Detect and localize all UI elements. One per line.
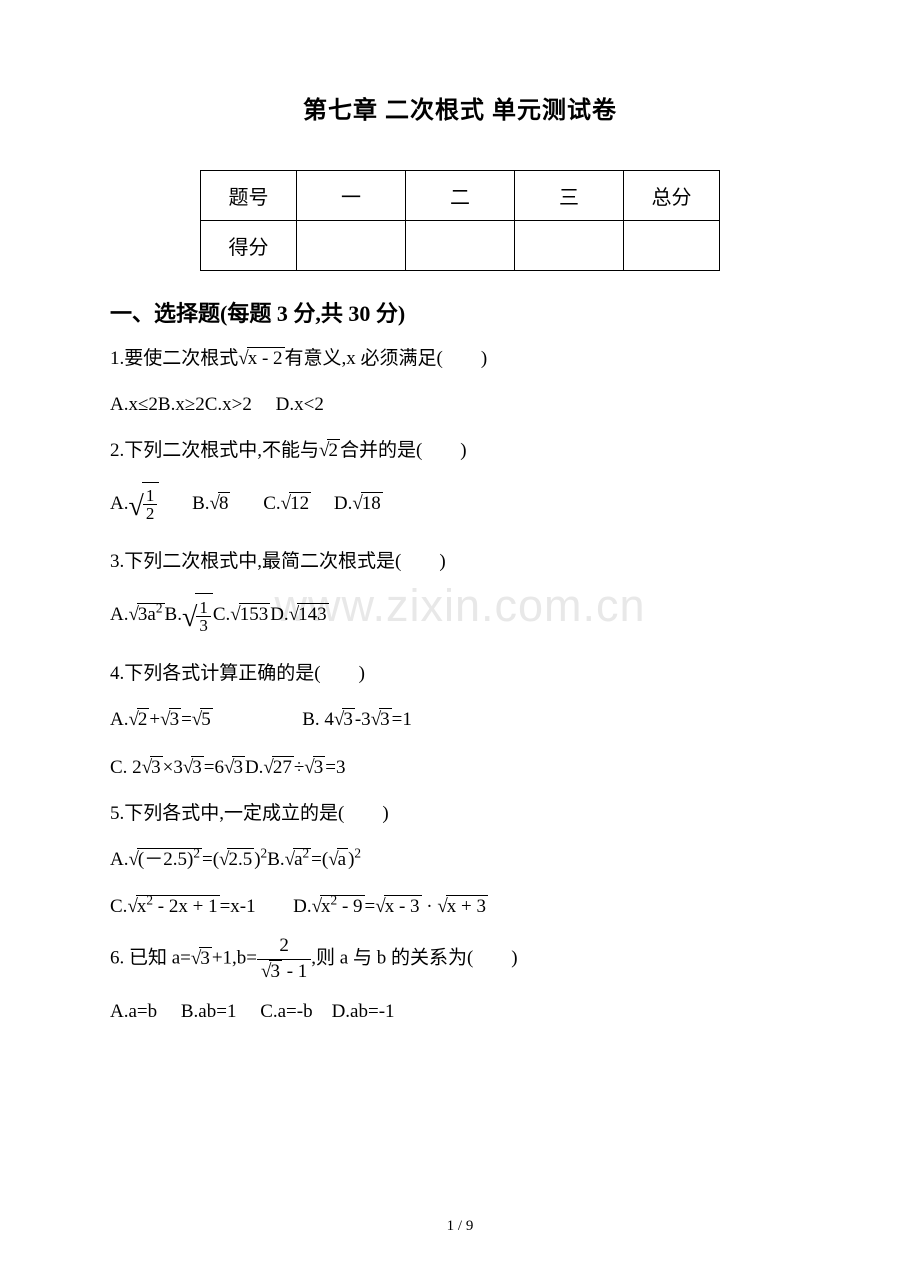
question-1-options: A.x≤2B.x≥2C.x>2 D.x<2 bbox=[110, 384, 810, 426]
question-3-options: A.√3a2B.√13C.√153D.√143 bbox=[110, 587, 810, 649]
table-row: 题号 一 二 三 总分 bbox=[201, 171, 720, 221]
opt-d: D. bbox=[270, 604, 288, 625]
opt-c: C. bbox=[213, 604, 230, 625]
question-5-options-cd: C.√x2 - 2x + 1=x-1 D.√x2 - 9=√x - 3 · √x… bbox=[110, 886, 810, 928]
text: 有意义,x 必须满足( ) bbox=[285, 348, 488, 369]
page-number: 1 / 9 bbox=[0, 1218, 920, 1235]
question-6-options: A.a=b B.ab=1 C.a=-b D.ab=-1 bbox=[110, 991, 810, 1033]
cell bbox=[624, 221, 720, 271]
question-2-options: A.√12 B.√8 C.√12 D.√18 bbox=[110, 476, 810, 538]
page-title: 第七章 二次根式 单元测试卷 bbox=[110, 90, 810, 125]
opt-c: C. bbox=[110, 896, 127, 917]
question-5: 5.下列各式中,一定成立的是( ) bbox=[110, 795, 810, 833]
question-3: 3.下列二次根式中,最简二次根式是( ) bbox=[110, 543, 810, 581]
sqrt: √13 bbox=[182, 604, 213, 625]
opt-a: A. bbox=[110, 604, 128, 625]
question-2: 2.下列二次根式中,不能与√2合并的是( ) bbox=[110, 432, 810, 470]
opt-c: C. 2 bbox=[110, 757, 142, 778]
cell: 一 bbox=[297, 171, 406, 221]
opt-a: A. bbox=[110, 849, 128, 870]
opt-d: D. bbox=[293, 896, 311, 917]
sqrt: √12 bbox=[128, 493, 159, 514]
question-5-options-ab: A.√(－2.5)2=(√2.5)2B.√a2=(√a)2 bbox=[110, 839, 810, 881]
text: 6. 已知 a= bbox=[110, 948, 191, 969]
sqrt: √x - 2 bbox=[238, 348, 284, 369]
opt-d: D. bbox=[334, 493, 352, 514]
question-6: 6. 已知 a=√3+1,b=2√3 - 1,则 a 与 b 的关系为( ) bbox=[110, 934, 810, 985]
cell bbox=[297, 221, 406, 271]
cell: 总分 bbox=[624, 171, 720, 221]
opt-b: B. bbox=[267, 849, 284, 870]
question-4-options-cd: C. 2√3×3√3=6√3D.√27÷√3=3 bbox=[110, 747, 810, 789]
opt-a: A. bbox=[110, 709, 128, 730]
text: 2.下列二次根式中,不能与 bbox=[110, 440, 319, 461]
cell bbox=[515, 221, 624, 271]
text: ,则 a 与 b 的关系为( ) bbox=[311, 948, 517, 969]
score-table: 题号 一 二 三 总分 得分 bbox=[200, 170, 720, 271]
cell-label: 得分 bbox=[201, 221, 297, 271]
section-header: 一、选择题(每题 3 分,共 30 分) bbox=[110, 296, 810, 328]
cell: 三 bbox=[515, 171, 624, 221]
text: 1.要使二次根式 bbox=[110, 348, 238, 369]
question-4-options-ab: A.√2+√3=√5 B. 4√3-3√3=1 bbox=[110, 699, 810, 741]
sqrt: √2 bbox=[319, 440, 340, 461]
opt-b: B. bbox=[165, 604, 182, 625]
question-1: 1.要使二次根式√x - 2有意义,x 必须满足( ) bbox=[110, 340, 810, 378]
opt-b: B. bbox=[192, 493, 209, 514]
table-row: 得分 bbox=[201, 221, 720, 271]
opt-d: D. bbox=[245, 757, 263, 778]
opt-b: B. 4 bbox=[302, 709, 334, 730]
cell-label: 题号 bbox=[201, 171, 297, 221]
opt-c: C. bbox=[263, 493, 280, 514]
cell bbox=[406, 221, 515, 271]
fraction: 2√3 - 1 bbox=[257, 934, 311, 985]
text: 合并的是( ) bbox=[340, 440, 467, 461]
question-4: 4.下列各式计算正确的是( ) bbox=[110, 655, 810, 693]
opt-a: A. bbox=[110, 493, 128, 514]
cell: 二 bbox=[406, 171, 515, 221]
